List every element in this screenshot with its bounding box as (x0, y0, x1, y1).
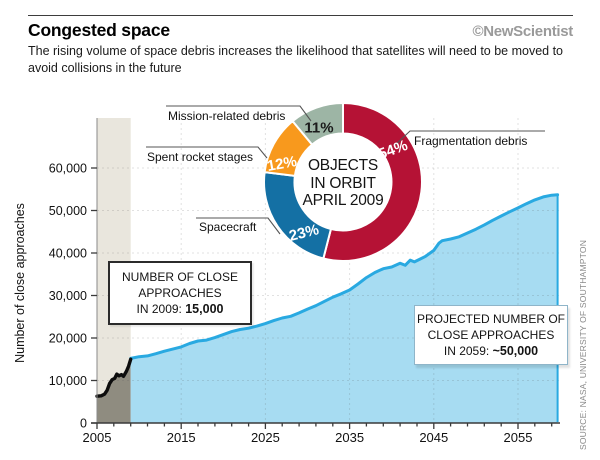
projected-line (129, 193, 560, 360)
x-tick-label: 2035 (335, 430, 364, 445)
projected-area-fill (130, 194, 558, 423)
subtitle: The rising volume of space debris increa… (28, 44, 564, 75)
annotation-value: ~50,000 (492, 344, 539, 358)
y-tick-label: 30,000 (49, 289, 87, 303)
x-tick-label: 2045 (419, 430, 448, 445)
y-tick-label: 0 (80, 417, 87, 431)
callout-leader-lines (146, 105, 545, 235)
annotation-line: IN 2059: ~50,000 (443, 344, 539, 358)
annotation-value: 15,000 (185, 302, 224, 316)
top-rule (28, 15, 573, 16)
y-tick-label: 40,000 (49, 247, 87, 261)
y-tick-label: 20,000 (49, 332, 87, 346)
annotation-line: PROJECTED NUMBER OF (417, 312, 566, 326)
x-tick-label: 2055 (504, 430, 533, 445)
y-tick-label: 10,000 (49, 374, 87, 388)
annotation-line: APPROACHES (138, 286, 222, 300)
historical-area-fill (97, 359, 131, 423)
x-tick-label: 2005 (83, 430, 112, 445)
page-title: Congested space (28, 20, 170, 40)
annotation-2009-approaches: NUMBER OF CLOSE APPROACHES IN 2009: 15,0… (108, 261, 252, 325)
annotation-line: CLOSE APPROACHES (427, 328, 555, 342)
y-tick-label: 60,000 (49, 162, 87, 176)
annotation-line: IN 2009: 15,000 (136, 302, 224, 316)
newscientist-logo: ©NewScientist (472, 23, 573, 40)
historical-line (95, 357, 133, 398)
y-tick-label: 50,000 (49, 204, 87, 218)
x-tick-label: 2025 (251, 430, 280, 445)
annotation-2059-approaches: PROJECTED NUMBER OF CLOSE APPROACHES IN … (414, 305, 568, 365)
x-tick-label: 2015 (167, 430, 196, 445)
annotation-line: NUMBER OF CLOSE (121, 270, 238, 284)
